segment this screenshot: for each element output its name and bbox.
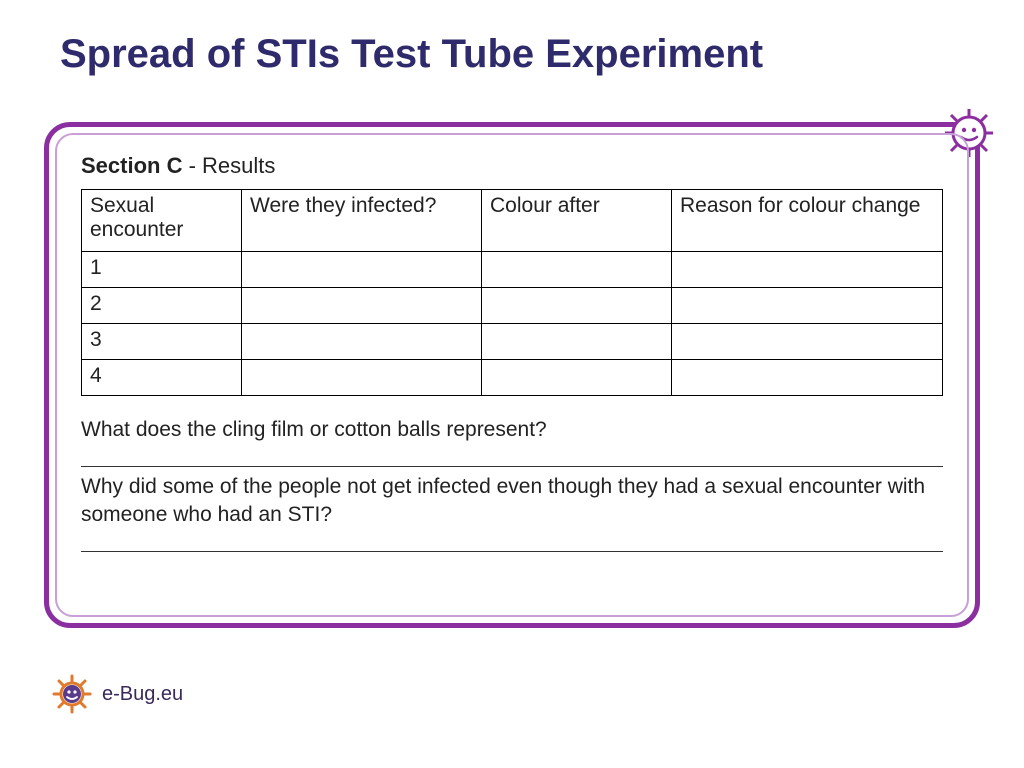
- content-frame-outer: Section C - Results Sexual encounter Wer…: [44, 122, 980, 628]
- section-suffix: - Results: [182, 153, 275, 178]
- table-row: 1: [82, 252, 943, 288]
- cell-reason[interactable]: [672, 360, 943, 396]
- cell-colour[interactable]: [482, 360, 672, 396]
- cell-colour[interactable]: [482, 252, 672, 288]
- cell-colour[interactable]: [482, 288, 672, 324]
- col-header-infected: Were they infected?: [242, 190, 482, 252]
- table-header-row: Sexual encounter Were they infected? Col…: [82, 190, 943, 252]
- col-header-encounter: Sexual encounter: [82, 190, 242, 252]
- footer-site: e-Bug.eu: [102, 683, 183, 706]
- table-row: 3: [82, 324, 943, 360]
- cell-reason[interactable]: [672, 252, 943, 288]
- col-header-reason: Reason for colour change: [672, 190, 943, 252]
- cell-colour[interactable]: [482, 324, 672, 360]
- question-1-text: What does the cling film or cotton balls…: [81, 416, 943, 443]
- section-heading: Section C - Results: [81, 153, 943, 179]
- cell-infected[interactable]: [242, 288, 482, 324]
- col-header-colour: Colour after: [482, 190, 672, 252]
- cell-encounter: 2: [82, 288, 242, 324]
- cell-encounter: 4: [82, 360, 242, 396]
- cell-infected[interactable]: [242, 360, 482, 396]
- footer: e-Bug.eu: [52, 674, 183, 714]
- cell-infected[interactable]: [242, 252, 482, 288]
- cell-encounter: 3: [82, 324, 242, 360]
- table-row: 2: [82, 288, 943, 324]
- answer-line[interactable]: [81, 445, 943, 467]
- table-row: 4: [82, 360, 943, 396]
- page-title: Spread of STIs Test Tube Experiment: [0, 0, 1024, 101]
- section-label: Section C: [81, 153, 182, 178]
- question-2-text: Why did some of the people not get infec…: [81, 473, 943, 528]
- cell-reason[interactable]: [672, 288, 943, 324]
- question-1-block: What does the cling film or cotton balls…: [81, 416, 943, 552]
- results-table: Sexual encounter Were they infected? Col…: [81, 189, 943, 396]
- cell-reason[interactable]: [672, 324, 943, 360]
- content-frame-inner: Section C - Results Sexual encounter Wer…: [55, 133, 969, 617]
- cell-infected[interactable]: [242, 324, 482, 360]
- answer-line[interactable]: [81, 530, 943, 552]
- ebug-logo-icon: [52, 674, 92, 714]
- cell-encounter: 1: [82, 252, 242, 288]
